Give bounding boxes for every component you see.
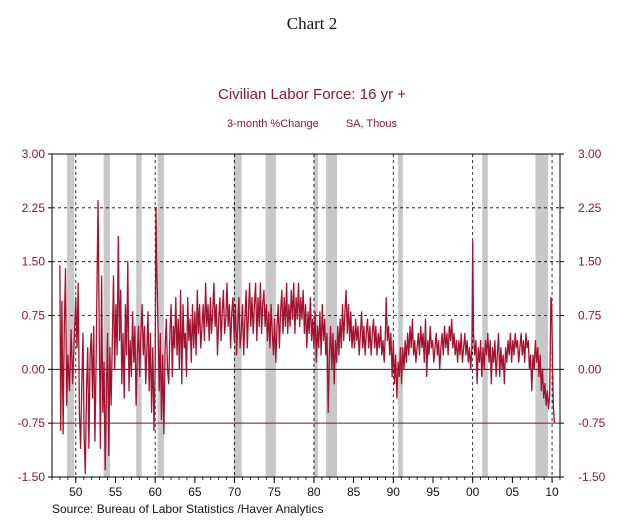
y-tick-label-right: 3.00 (578, 147, 602, 161)
series-layer (59, 200, 556, 475)
x-tick-label: 05 (506, 485, 520, 499)
y-tick-label-left: 0.00 (22, 362, 46, 376)
y-tick-label-right: -1.50 (578, 470, 606, 484)
x-tick-label: 75 (268, 485, 282, 499)
subtitle-units: SA, Thous (345, 118, 397, 130)
subtitle-measure: 3-month %Change (227, 118, 319, 130)
page-title: Chart 2 (286, 14, 338, 33)
y-tick-label-left: -1.50 (18, 470, 46, 484)
x-tick-label: 85 (347, 485, 361, 499)
series-line (59, 200, 556, 475)
recession-bar (535, 154, 549, 477)
x-tick-label: 55 (109, 485, 123, 499)
y-tick-label-right: -0.75 (578, 416, 606, 430)
tick-labels: 3.00 3.00 2.25 2.25 1.50 1.50 0.75 0.75 0.00 0.00… (18, 147, 606, 499)
y-tick-label-right: 2.25 (578, 201, 602, 215)
y-tick-label-right: 1.50 (578, 255, 602, 269)
x-tick-label: 50 (69, 485, 83, 499)
source-note: Source: Bureau of Labor Statistics /Have… (52, 502, 324, 516)
recession-bar (325, 154, 337, 477)
y-tick-label-right: 0.75 (578, 309, 602, 323)
x-tick-label: 10 (545, 485, 559, 499)
x-tick-label: 60 (149, 485, 163, 499)
recession-bar (313, 154, 318, 477)
x-tick-label: 95 (426, 485, 440, 499)
y-tick-label-left: 3.00 (22, 147, 46, 161)
y-tick-label-left: 1.50 (22, 255, 46, 269)
y-tick-label-left: 2.25 (22, 201, 46, 215)
y-tick-label-left: 0.75 (22, 309, 46, 323)
x-tick-label: 65 (188, 485, 202, 499)
x-tick-label: 80 (307, 485, 321, 499)
y-tick-label-right: 0.00 (578, 362, 602, 376)
x-tick-label: 00 (466, 485, 480, 499)
x-tick-label: 90 (387, 485, 401, 499)
y-tick-label-left: -0.75 (18, 416, 46, 430)
chart-subtitle: 3-month %Change SA, Thous (0, 118, 624, 130)
chart-title: Civilian Labor Force: 16 yr + (218, 86, 406, 103)
x-tick-label: 70 (228, 485, 242, 499)
